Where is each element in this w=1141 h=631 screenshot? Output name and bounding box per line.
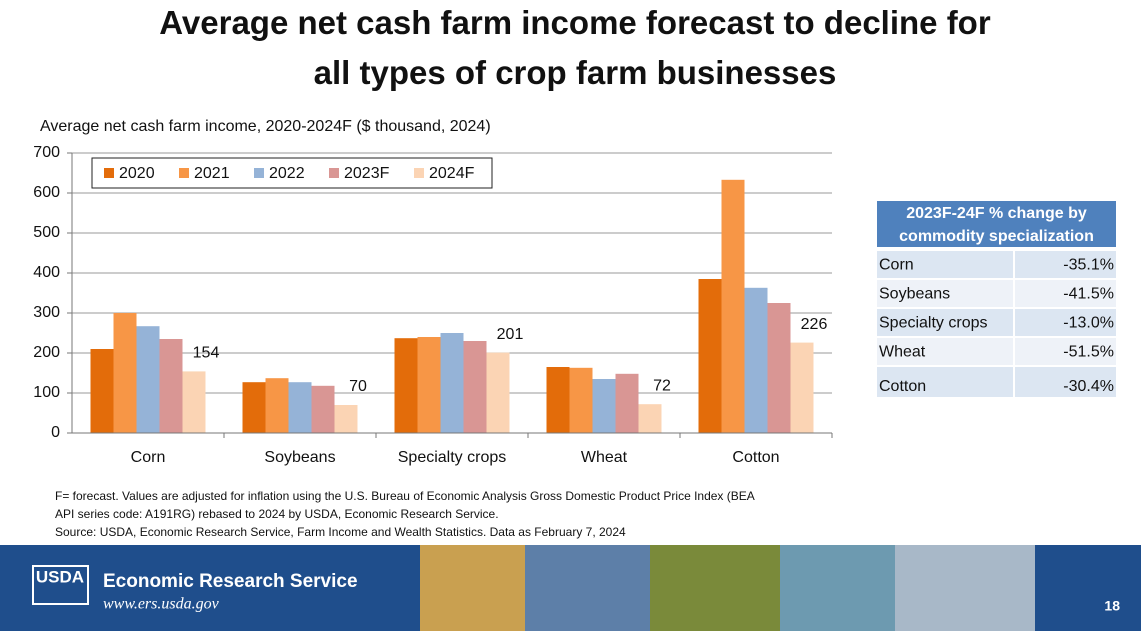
photo-market [650, 545, 780, 631]
bar [265, 378, 289, 433]
x-tick-label: Wheat [581, 449, 628, 466]
bar [440, 333, 464, 433]
bar [721, 179, 745, 433]
footnote: F= forecast. Values are adjusted for inf… [55, 489, 755, 503]
bar [334, 405, 358, 433]
table-cell: -30.4% [1063, 378, 1114, 395]
bar [767, 303, 791, 433]
legend-label: 2024F [429, 165, 475, 182]
table-row-bg [877, 367, 1116, 397]
y-tick-label: 100 [33, 384, 60, 401]
x-tick-label: Corn [131, 449, 166, 466]
data-label: 70 [349, 378, 367, 395]
usda-logo-text: USDA [36, 567, 84, 586]
bar [90, 349, 114, 433]
bar [698, 279, 722, 433]
chart-title: Average net cash farm income forecast to… [159, 4, 991, 91]
y-tick-label: 700 [33, 144, 60, 161]
y-tick-label: 500 [33, 224, 60, 241]
legend-label: 2023F [344, 165, 390, 182]
x-tick-label: Specialty crops [398, 449, 507, 466]
bar [486, 352, 510, 433]
bar [790, 342, 814, 433]
bar [159, 339, 183, 433]
table-row-bg [877, 280, 1116, 307]
bar [242, 382, 266, 433]
y-tick-label: 300 [33, 304, 60, 321]
photo-town [895, 545, 1035, 631]
table-cell: -13.0% [1063, 315, 1114, 332]
table-cell: Specialty crops [879, 315, 988, 332]
bar [394, 338, 418, 433]
table-cell: -41.5% [1063, 286, 1114, 303]
legend-swatch [414, 168, 424, 178]
table-cell: Corn [879, 257, 914, 274]
y-tick-label: 200 [33, 344, 60, 361]
table-cell: Wheat [879, 344, 926, 361]
table-cell: Soybeans [879, 286, 950, 303]
bar [182, 371, 206, 433]
footer-band [0, 545, 420, 631]
table-row-bg [877, 309, 1116, 336]
photo-ship [525, 545, 650, 631]
photo-wheat [420, 545, 525, 631]
footer-band [1035, 545, 1141, 631]
legend-swatch [254, 168, 264, 178]
legend-label: 2021 [194, 165, 230, 182]
legend-swatch [179, 168, 189, 178]
bar [136, 326, 160, 433]
y-tick-label: 400 [33, 264, 60, 281]
legend-swatch [329, 168, 339, 178]
legend-label: 2022 [269, 165, 305, 182]
bar [311, 385, 335, 433]
bar [463, 341, 487, 433]
bar [744, 287, 768, 433]
data-label: 201 [497, 326, 524, 343]
table-row-bg [877, 338, 1116, 365]
bar [569, 367, 593, 433]
usda-logo [32, 565, 89, 605]
table-header-bg [877, 201, 1116, 247]
legend-swatch [104, 168, 114, 178]
bar [592, 379, 616, 433]
footnote: API series code: A191RG) rebased to 2024… [55, 507, 499, 521]
data-label: 72 [653, 377, 671, 394]
table-cell: -35.1% [1063, 257, 1114, 274]
y-tick-label: 600 [33, 184, 60, 201]
data-label: 154 [193, 345, 220, 362]
table-row-bg [877, 251, 1116, 278]
y-tick-label: 0 [51, 424, 60, 441]
agency-name: Economic Research Service [103, 571, 358, 592]
agency-url: www.ers.usda.gov [103, 596, 220, 613]
footnote: Source: USDA, Economic Research Service,… [55, 525, 626, 539]
photo-wetland [780, 545, 895, 631]
bar [546, 367, 570, 433]
data-label: 226 [801, 316, 828, 333]
chart-subtitle: Average net cash farm income, 2020-2024F… [40, 118, 491, 135]
bar [417, 337, 441, 433]
bar [615, 373, 639, 433]
x-tick-label: Cotton [732, 449, 779, 466]
bar [113, 313, 137, 433]
bar [288, 382, 312, 433]
table-cell: -51.5% [1063, 344, 1114, 361]
legend-label: 2020 [119, 165, 155, 182]
table-cell: Cotton [879, 378, 926, 395]
table-header: 2023F-24F % change by commodity specializ… [899, 205, 1094, 245]
x-tick-label: Soybeans [264, 449, 335, 466]
legend-box [91, 157, 493, 189]
page-number: 18 [1104, 598, 1120, 614]
bar [638, 404, 662, 433]
